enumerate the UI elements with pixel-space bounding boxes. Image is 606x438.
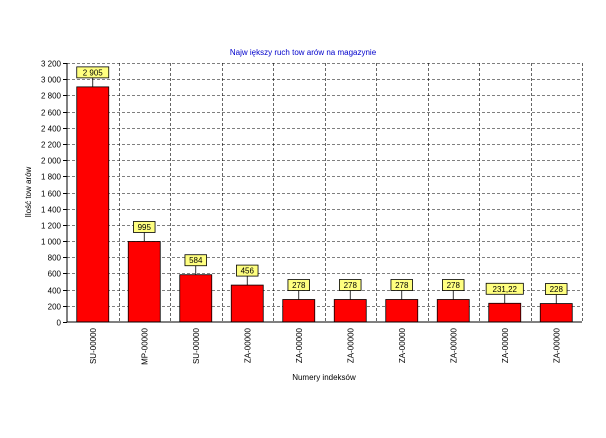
x-tick-label: ZA-00000 (501, 327, 510, 363)
bar (282, 299, 316, 323)
x-tick-label: ZA-00000 (552, 327, 561, 363)
data-label-box (287, 279, 310, 291)
y-tick-label: 0 (57, 319, 62, 328)
bars (76, 86, 573, 323)
data-label-box (133, 221, 156, 233)
y-tick-label: 2 600 (41, 109, 62, 118)
y-tick-label: 1 600 (41, 190, 62, 199)
y-tick-label: 1 200 (41, 222, 62, 231)
data-labels: 2 905 995 584 456 278 278 278 278 231,22 228 (76, 66, 568, 304)
y-tick-label: 3 200 (41, 60, 62, 69)
y-tick-label: 1 800 (41, 173, 62, 182)
y-tick-label: 800 (48, 254, 62, 263)
y-tick-label: 1 400 (41, 206, 62, 215)
y-tick-label: 600 (48, 270, 62, 279)
y-tick-label: 2 800 (41, 92, 62, 101)
data-label-box (442, 279, 465, 291)
y-tick-label: 3 000 (41, 76, 62, 85)
data-label: 278 (344, 281, 358, 290)
x-tick-label: MP-00000 (140, 327, 149, 364)
bar (385, 299, 419, 323)
bar (436, 299, 470, 323)
data-label-box (236, 264, 259, 277)
data-label-box (76, 66, 110, 79)
x-tick-labels: SU-00000 MP-00000 SU-00000 ZA-00000 ZA-00000… (89, 327, 562, 364)
y-tick-label: 2 400 (41, 125, 62, 134)
data-label: 278 (447, 281, 461, 290)
bar (179, 274, 213, 323)
axes (66, 63, 582, 323)
y-tick-label: 1 000 (41, 238, 62, 247)
bar (488, 302, 522, 323)
grid-lines (67, 63, 583, 322)
x-tick-label: ZA-00000 (295, 327, 304, 363)
x-tick-label: SU-00000 (89, 327, 98, 364)
data-label: 278 (395, 281, 409, 290)
data-label: 2 905 (83, 68, 104, 77)
chart-title: Najw iększy ruch tow arów na magazynie (230, 48, 377, 57)
y-tick-label: 400 (48, 287, 62, 296)
data-label: 278 (292, 281, 306, 290)
x-tick-label: ZA-00000 (398, 327, 407, 363)
data-label: 231,22 (493, 285, 518, 294)
data-label-box (390, 279, 413, 291)
data-label-box (339, 279, 362, 291)
x-tick-label: SU-00000 (192, 327, 201, 364)
y-tick-label: 200 (48, 303, 62, 312)
data-label-box (545, 283, 568, 295)
y-tick-labels: 0 200 400 600 800 1 000 1 200 1 400 1 600 1 800 2 … (41, 60, 67, 328)
bar (230, 284, 264, 323)
data-label: 228 (550, 285, 564, 294)
y-tick-label: 2 200 (41, 141, 62, 150)
data-label: 456 (241, 267, 255, 276)
bar (333, 299, 367, 323)
x-tick-label: ZA-00000 (243, 327, 252, 363)
x-axis-label: Numery indeksów (292, 373, 356, 382)
bar (539, 303, 573, 323)
x-tick-label: ZA-00000 (346, 327, 355, 363)
data-label-box (485, 282, 524, 295)
bar (127, 241, 161, 323)
bar (76, 86, 110, 323)
y-axis-label: Ilość tow arów (24, 166, 33, 217)
data-label: 584 (189, 256, 203, 265)
y-tick-label: 2 000 (41, 157, 62, 166)
data-label-box (184, 254, 207, 267)
x-tick-label: ZA-00000 (449, 327, 458, 363)
data-label: 995 (138, 223, 152, 232)
